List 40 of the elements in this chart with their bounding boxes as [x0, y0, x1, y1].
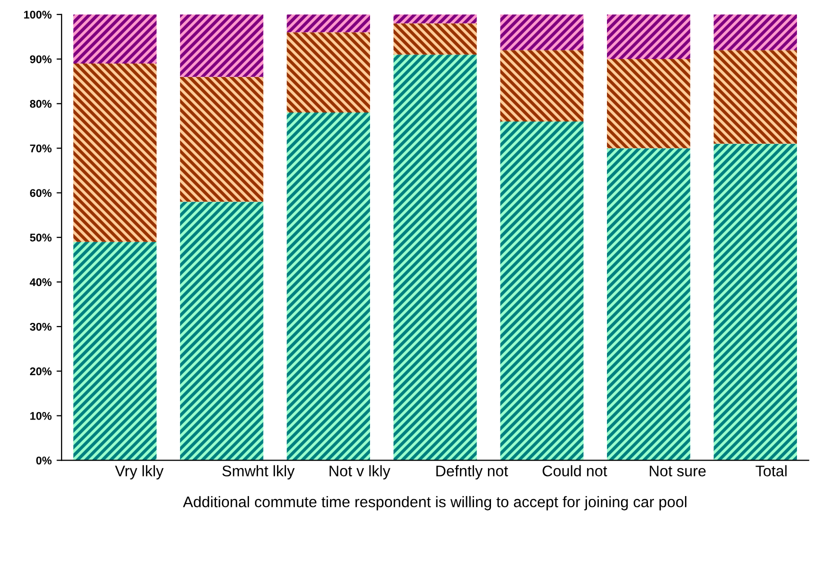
x-tick-label: Not sure: [650, 466, 706, 476]
y-tick-label: 40%: [30, 278, 52, 286]
x-tick-label: Vry lkly: [115, 465, 164, 480]
bar: [180, 14, 264, 77]
y-tick-label: 100%: [24, 10, 52, 19]
bar: [714, 144, 797, 460]
y-tick-label: 30%: [30, 322, 52, 331]
bar: [500, 50, 584, 122]
bar: [180, 202, 264, 460]
bar: [73, 64, 157, 242]
bar: [500, 14, 584, 50]
x-tick-label: Not v lkly: [330, 465, 390, 480]
bar: [394, 14, 477, 24]
y-tick-label: 80%: [30, 100, 52, 108]
bar: [286, 32, 370, 113]
bar: [606, 59, 690, 148]
y-tick-label: 50%: [30, 234, 52, 242]
x-tick-label: Defntly not: [436, 465, 508, 480]
bar: [73, 242, 157, 460]
bar: [394, 54, 477, 460]
y-tick-label: 70%: [30, 144, 52, 152]
bar: [714, 50, 797, 144]
bar: [73, 14, 157, 64]
y-tick-label: 90%: [30, 55, 52, 64]
x-tick-label: Could not: [542, 465, 608, 476]
y-tick-label: 20%: [30, 367, 52, 376]
bar: [714, 14, 797, 50]
x-tick-label: Smwht lkly: [222, 465, 295, 480]
bar: [180, 76, 264, 202]
bar: [286, 14, 370, 32]
bar: [394, 23, 477, 55]
y-tick-label: 0%: [36, 456, 52, 464]
bar: [606, 148, 690, 460]
y-tick-label: 60%: [30, 189, 52, 197]
bar: [606, 14, 690, 60]
bar: [500, 121, 584, 460]
x-axis-title: Additional commute time respondent is willing to accept for joining car pool: [182, 496, 686, 510]
x-tick-label: Total: [756, 465, 787, 476]
y-tick-label: 10%: [30, 412, 52, 420]
bar: [286, 112, 370, 460]
